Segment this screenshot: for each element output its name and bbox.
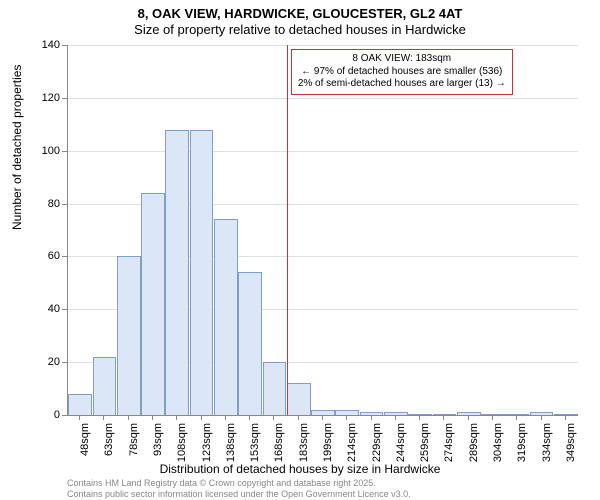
histogram-bar xyxy=(311,410,335,415)
histogram-bar xyxy=(263,362,287,415)
plot-area: 8 OAK VIEW: 183sqm ← 97% of detached hou… xyxy=(67,45,578,416)
chart-title-address: 8, OAK VIEW, HARDWICKE, GLOUCESTER, GL2 … xyxy=(0,6,600,21)
ytick-label: 100 xyxy=(26,145,60,157)
histogram-bar xyxy=(68,394,92,415)
histogram-bar xyxy=(384,412,408,415)
histogram-bar xyxy=(335,410,359,415)
histogram-bar xyxy=(117,256,141,415)
annotation-line1: 8 OAK VIEW: 183sqm xyxy=(298,53,506,66)
ytick-label: 40 xyxy=(26,303,60,315)
ytick-label: 20 xyxy=(26,356,60,368)
histogram-bar xyxy=(530,412,554,415)
histogram-bar xyxy=(214,219,238,415)
footnote-ogl: Contains public sector information licen… xyxy=(67,489,411,499)
annotation-line3: 2% of semi-detached houses are larger (1… xyxy=(298,78,506,91)
histogram-bar xyxy=(554,414,578,415)
property-marker-line xyxy=(287,45,288,415)
ytick-label: 0 xyxy=(26,409,60,421)
y-axis-label: Number of detached properties xyxy=(10,65,24,230)
histogram-bar xyxy=(165,130,189,415)
histogram-bar xyxy=(93,357,117,415)
histogram-bar xyxy=(433,414,457,415)
histogram-bar xyxy=(457,412,481,415)
footnote-land-registry: Contains HM Land Registry data © Crown c… xyxy=(67,478,376,488)
ytick-label: 120 xyxy=(26,92,60,104)
chart-container: 8, OAK VIEW, HARDWICKE, GLOUCESTER, GL2 … xyxy=(0,0,600,500)
histogram-bar xyxy=(287,383,311,415)
ytick-label: 80 xyxy=(26,198,60,210)
annotation-line2: ← 97% of detached houses are smaller (53… xyxy=(298,66,506,79)
ytick-label: 60 xyxy=(26,250,60,262)
histogram-bar xyxy=(360,412,384,415)
ytick-label: 140 xyxy=(26,39,60,51)
x-axis-label: Distribution of detached houses by size … xyxy=(0,462,600,476)
annotation-box: 8 OAK VIEW: 183sqm ← 97% of detached hou… xyxy=(291,49,513,95)
histogram-bars xyxy=(68,45,578,415)
histogram-bar xyxy=(238,272,262,415)
histogram-bar xyxy=(141,193,165,415)
histogram-bar xyxy=(190,130,214,415)
histogram-bar xyxy=(408,414,432,415)
histogram-bar xyxy=(481,414,505,415)
chart-subtitle: Size of property relative to detached ho… xyxy=(0,22,600,37)
histogram-bar xyxy=(505,414,529,415)
